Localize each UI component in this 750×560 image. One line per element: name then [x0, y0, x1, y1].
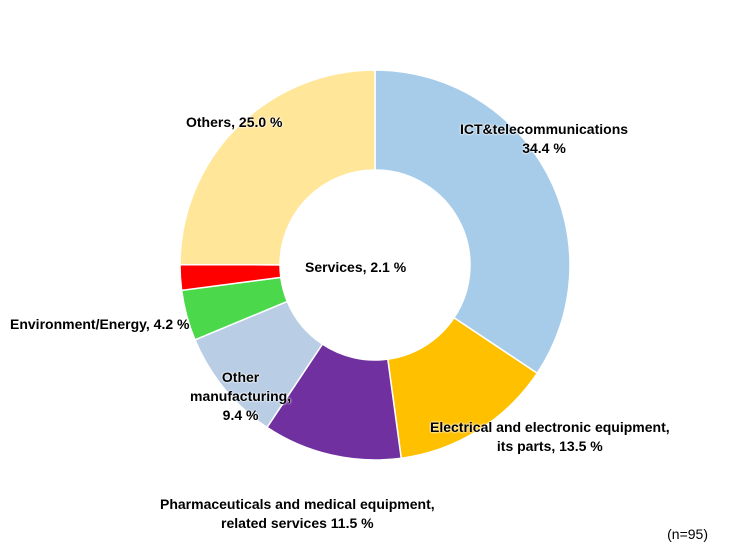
label-others: Others, 25.0 %	[186, 113, 283, 132]
donut-chart: ICT&telecommunications 34.4 % Electrical…	[0, 0, 750, 560]
label-pharma: Pharmaceuticals and medical equipment, r…	[160, 495, 435, 533]
label-othmfg: Other manufacturing, 9.4 %	[190, 368, 291, 425]
donut-svg	[0, 0, 750, 560]
label-services: Services, 2.1 %	[305, 258, 406, 277]
label-envenergy: Environment/Energy, 4.2 %	[10, 315, 189, 334]
label-elec: Electrical and electronic equipment, its…	[430, 418, 670, 456]
sample-size: (n=95)	[667, 526, 708, 542]
slice-others	[180, 70, 375, 265]
label-ict: ICT&telecommunications 34.4 %	[460, 120, 628, 158]
slice-ict	[375, 70, 570, 373]
